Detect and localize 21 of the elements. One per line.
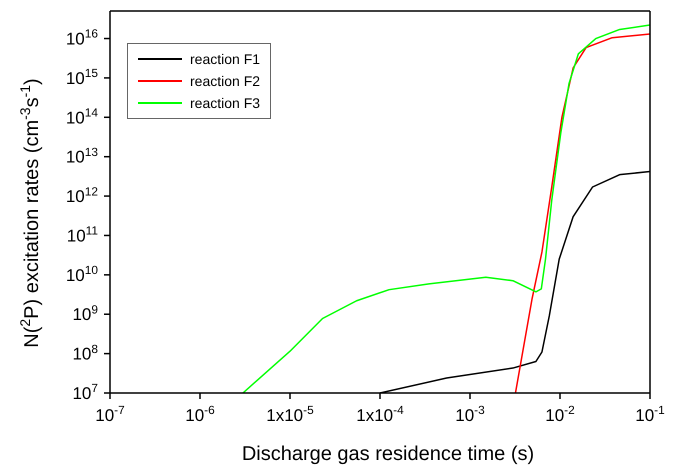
y-tick-label: 10$^{12}$ <box>66 184 98 206</box>
legend-label: reaction F1 <box>190 51 260 67</box>
y-tick-label: 10$^{11}$ <box>66 224 98 246</box>
y-tick-label: 10$^{14}$ <box>66 106 98 128</box>
x-axis-title: Discharge gas residence time (s) <box>242 443 534 465</box>
x-tick-label: 10$^{-2}$ <box>545 403 576 425</box>
x-tick-label: 1x10$^{-5}$ <box>266 403 314 425</box>
legend-label: reaction F3 <box>190 95 260 111</box>
x-tick-label: 10$^{-7}$ <box>95 403 126 425</box>
x-tick-label: 10$^{-1}$ <box>635 403 666 425</box>
y-tick-label: 10$^{7}$ <box>72 381 98 403</box>
y-tick-label: 10$^{8}$ <box>72 342 98 364</box>
y-tick-label: 10$^{16}$ <box>66 26 98 49</box>
y-tick-label: 10$^{13}$ <box>66 144 98 167</box>
x-tick-label: 1x10$^{-4}$ <box>356 403 404 425</box>
x-tick-label: 10$^{-6}$ <box>185 403 216 425</box>
y-tick-label: 10$^{10}$ <box>66 263 98 285</box>
y-tick-label: 10$^{15}$ <box>66 66 98 88</box>
y-tick-label: 10$^{9}$ <box>72 302 98 324</box>
x-tick-label: 10$^{-3}$ <box>455 403 486 425</box>
legend-label: reaction F2 <box>190 73 260 89</box>
